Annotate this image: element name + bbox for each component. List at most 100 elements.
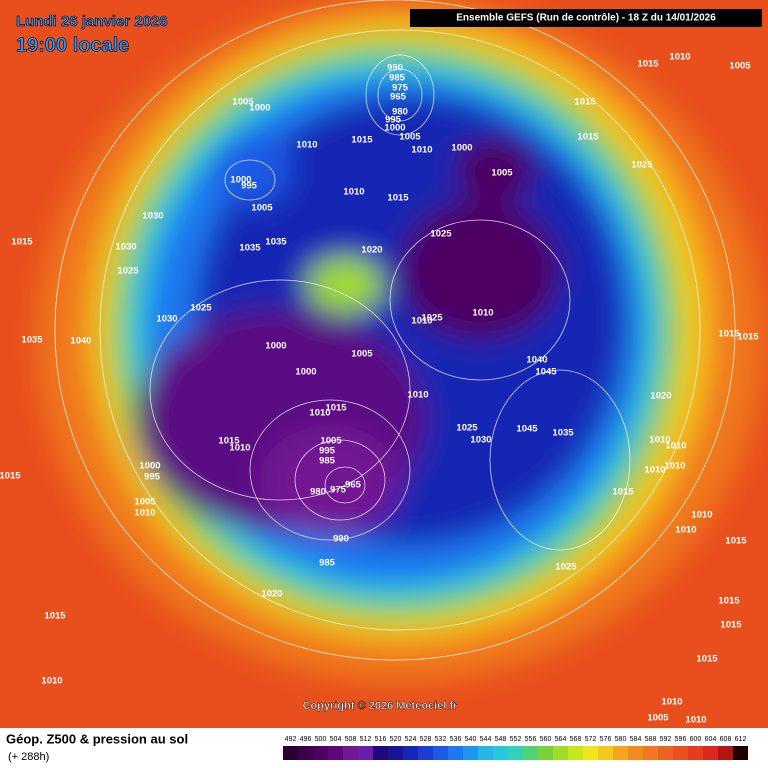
pressure-label: 1035	[239, 243, 261, 254]
time: 19:00 locale	[16, 34, 129, 56]
legend-label: 524	[405, 736, 417, 743]
pressure-label: 1010	[664, 461, 685, 472]
pressure-label: 985	[319, 456, 336, 467]
legend-swatch	[658, 746, 673, 760]
legend-label: 584	[630, 736, 642, 743]
legend-swatch	[343, 746, 358, 760]
pressure-label: 1020	[361, 245, 382, 256]
legend-swatch	[613, 746, 628, 760]
date: Lundi 26 janvier 2026	[16, 13, 168, 30]
legend: 492 496 500 504 508 512 516 520 524 528 532 536 540 5…	[283, 736, 748, 760]
pressure-label: 1035	[265, 237, 287, 248]
legend-label: 544	[480, 736, 492, 743]
legend-swatch	[463, 746, 478, 760]
pressure-label: 1010	[229, 443, 250, 454]
pressure-label: 1005	[729, 61, 751, 72]
legend-swatch	[373, 746, 388, 760]
legend-swatch	[598, 746, 613, 760]
copyright: Copyright © 2026 Meteociel.fr	[303, 700, 459, 712]
pressure-label: 1040	[526, 355, 547, 366]
legend-label: 588	[645, 736, 657, 743]
legend-label: 520	[390, 736, 402, 743]
pressure-label: 1005	[399, 132, 421, 143]
pressure-label: 1015	[11, 237, 33, 248]
legend-swatch	[418, 746, 433, 760]
pressure-label: 1015	[44, 611, 66, 622]
legend-swatch	[553, 746, 568, 760]
legend-swatch	[628, 746, 643, 760]
pressure-label: 1025	[190, 303, 212, 314]
legend-label: 532	[435, 736, 447, 743]
pressure-label: 1015	[718, 329, 740, 340]
pressure-label: 1010	[343, 187, 364, 198]
legend-label: 572	[585, 736, 597, 743]
pressure-label: 1025	[117, 266, 139, 277]
legend-label: 512	[360, 736, 372, 743]
pressure-label: 1005	[647, 713, 669, 724]
pressure-label: 1010	[644, 465, 665, 476]
pressure-label: 1000	[265, 341, 286, 352]
legend-swatch	[298, 746, 313, 760]
legend-swatch	[433, 746, 448, 760]
pressure-label: 965	[390, 92, 407, 103]
legend-label: 612	[735, 736, 747, 743]
legend-label: 568	[570, 736, 582, 743]
pressure-label: 1045	[535, 367, 557, 378]
pressure-label: 1035	[21, 335, 43, 346]
run-box	[410, 9, 762, 27]
legend-label: 508	[345, 736, 357, 743]
legend-swatch	[688, 746, 703, 760]
legend-swatch	[568, 746, 583, 760]
pressure-label: 1010	[691, 510, 712, 521]
pressure-label: 975	[330, 485, 347, 496]
legend-swatch	[538, 746, 553, 760]
pressure-label: 990	[387, 63, 403, 74]
legend-swatch	[703, 746, 718, 760]
legend-label: 548	[495, 736, 507, 743]
pressure-label: 1000	[139, 461, 160, 472]
footer-title: Géop. Z500 & pression au sol	[6, 731, 188, 746]
pressure-label: 1010	[649, 435, 670, 446]
pressure-label: 1010	[41, 676, 62, 687]
legend-swatch	[283, 746, 298, 760]
pressure-label: 985	[389, 73, 406, 84]
pressure-label: 990	[333, 534, 349, 545]
legend-swatch	[403, 746, 418, 760]
legend-label: 536	[450, 736, 462, 743]
legend-label: 580	[615, 736, 627, 743]
pressure-label: 1010	[472, 308, 493, 319]
pressure-label: 980	[392, 107, 408, 118]
pressure-label: 1010	[661, 697, 682, 708]
pressure-label: 965	[345, 480, 362, 491]
legend-label: 496	[300, 736, 312, 743]
legend-label: 552	[510, 736, 522, 743]
pressure-label: 1005	[320, 436, 342, 447]
pressure-label: 1010	[296, 140, 317, 151]
legend-label: 492	[285, 736, 297, 743]
legend-swatch	[583, 746, 598, 760]
pressure-label: 1000	[451, 143, 472, 154]
legend-swatch	[673, 746, 688, 760]
pressure-label: 1015	[574, 97, 596, 108]
pressure-label: 1025	[430, 229, 452, 240]
legend-label: 528	[420, 736, 432, 743]
footer-lead: (+ 288h)	[8, 751, 49, 763]
legend-swatch	[358, 746, 373, 760]
pressure-label: 1010	[309, 408, 330, 419]
pressure-label: 1010	[675, 525, 696, 536]
pressure-label: 1010	[411, 316, 432, 327]
legend-swatch	[508, 746, 523, 760]
pressure-label: 995	[241, 181, 258, 192]
legend-swatch	[493, 746, 508, 760]
pressure-label: 1030	[156, 314, 177, 325]
pressure-label: 1015	[0, 471, 21, 482]
pressure-label: 995	[144, 472, 161, 483]
pressure-label: 1025	[631, 160, 653, 171]
pressure-label: 1005	[351, 349, 373, 360]
pressure-label: 1005	[232, 97, 254, 108]
pressure-label: 1015	[351, 135, 373, 146]
pressure-label: 1015	[577, 132, 599, 143]
pressure-label: 1000	[230, 175, 251, 186]
